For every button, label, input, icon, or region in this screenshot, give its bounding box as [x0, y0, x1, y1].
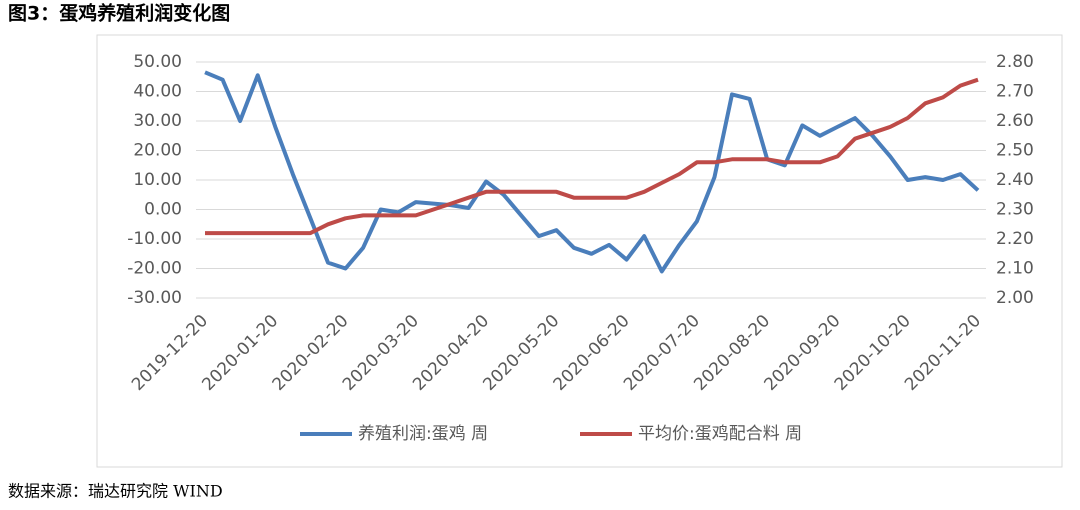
legend-label: 平均价:蛋鸡配合料 周: [638, 424, 802, 444]
y2-tick-label: 2.80: [996, 52, 1034, 72]
y2-tick-label: 2.00: [996, 288, 1034, 308]
y2-tick-label: 2.30: [996, 200, 1034, 220]
y2-tick-label: 2.50: [996, 141, 1034, 161]
y-tick-label: 40.00: [133, 82, 182, 102]
y-tick-label: -30.00: [127, 288, 182, 308]
y2-tick-label: 2.70: [996, 82, 1034, 102]
x-tick-label: 2020-11-20: [901, 311, 985, 395]
y2-tick-label: 2.20: [996, 229, 1034, 249]
y-tick-label: -10.00: [127, 229, 182, 249]
y2-tick-label: 2.40: [996, 170, 1034, 190]
y-tick-label: 20.00: [133, 141, 182, 161]
y-tick-label: 50.00: [133, 52, 182, 72]
y2-tick-label: 2.60: [996, 111, 1034, 131]
y-tick-label: 30.00: [133, 111, 182, 131]
y-tick-label: -20.00: [127, 259, 182, 279]
chart-frame: [96, 34, 1063, 468]
page-title: 图3：蛋鸡养殖利润变化图: [8, 2, 230, 25]
series-line: [204, 70, 980, 274]
y2-tick-label: 2.10: [996, 259, 1034, 279]
source: 数据来源：瑞达研究院 WIND: [8, 482, 223, 501]
series-line: [205, 77, 979, 236]
y-tick-label: 0.00: [144, 200, 182, 220]
legend-label: 养殖利润:蛋鸡 周: [358, 424, 488, 444]
y-tick-label: 10.00: [133, 170, 182, 190]
